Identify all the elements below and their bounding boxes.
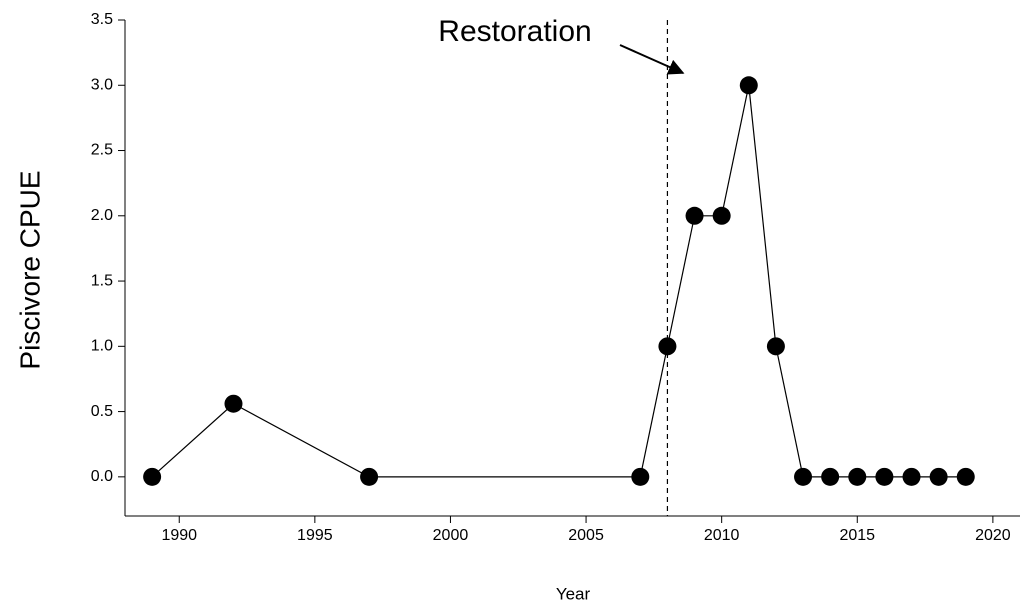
x-tick-label: 2000 — [433, 527, 469, 544]
y-tick-label: 1.5 — [91, 272, 113, 289]
point — [821, 467, 840, 486]
point — [712, 206, 731, 225]
point — [956, 467, 975, 486]
point — [848, 467, 867, 486]
y-tick-label: 1.0 — [91, 338, 113, 355]
x-tick-label: 2020 — [975, 527, 1011, 544]
x-tick-label: 1995 — [297, 527, 333, 544]
x-tick-label: 2015 — [839, 527, 875, 544]
point — [794, 467, 813, 486]
point — [929, 467, 948, 486]
point — [658, 337, 677, 356]
point — [902, 467, 921, 486]
x-tick-label: 1990 — [161, 527, 197, 544]
y-tick-label: 0.0 — [91, 468, 113, 485]
point — [875, 467, 894, 486]
y-tick-label: 0.5 — [91, 403, 113, 420]
y-tick-label: 3.5 — [91, 11, 113, 28]
x-tick-label: 2010 — [704, 527, 740, 544]
point — [360, 467, 379, 486]
point — [685, 206, 704, 225]
annotation-arrow — [619, 44, 685, 75]
x-axis-label: Year — [556, 584, 591, 603]
point — [631, 467, 650, 486]
point — [143, 467, 162, 486]
y-tick-label: 2.0 — [91, 207, 113, 224]
point — [224, 394, 243, 413]
y-tick-label: 3.0 — [91, 76, 113, 93]
x-tick-label: 2005 — [568, 527, 604, 544]
y-axis-label: Piscivore CPUE — [14, 170, 45, 369]
series-line — [151, 85, 966, 478]
annotation: Restoration — [438, 15, 591, 48]
point — [766, 337, 785, 356]
y-tick-label: 2.5 — [91, 142, 113, 159]
point — [739, 76, 758, 95]
